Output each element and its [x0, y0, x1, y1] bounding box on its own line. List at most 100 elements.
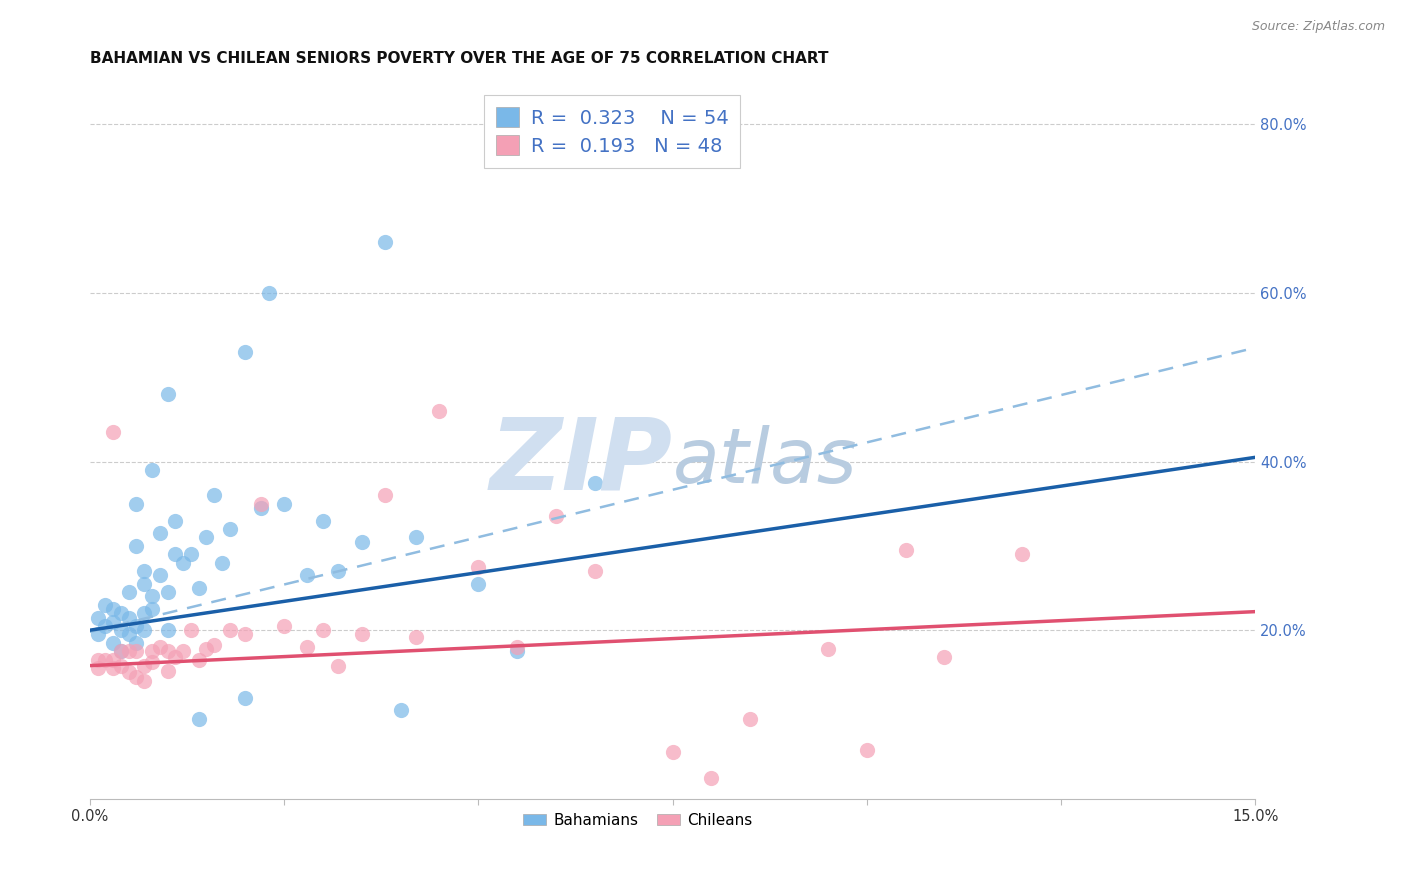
Point [312, 514, 335, 528]
Point [125, 619, 148, 633]
Point [233, 690, 256, 705]
Point [110, 623, 132, 637]
Point [467, 560, 489, 574]
Point [202, 639, 225, 653]
Point [273, 497, 295, 511]
Point [125, 497, 148, 511]
Point [187, 653, 209, 667]
Point [297, 640, 319, 654]
Point [187, 581, 209, 595]
Point [141, 463, 163, 477]
Point [101, 661, 124, 675]
Point [374, 488, 396, 502]
Point [583, 475, 606, 490]
Point [134, 658, 156, 673]
Point [249, 500, 271, 515]
Point [118, 627, 141, 641]
Point [118, 644, 141, 658]
Point [125, 669, 148, 683]
Point [101, 425, 124, 439]
Point [149, 568, 172, 582]
Point [700, 771, 723, 785]
Point [172, 644, 194, 658]
Point [583, 564, 606, 578]
Point [218, 623, 240, 637]
Point [233, 627, 256, 641]
Point [134, 577, 156, 591]
Point [134, 623, 156, 637]
Point [374, 235, 396, 250]
Point [86, 610, 108, 624]
Point [110, 607, 132, 621]
Point [350, 534, 373, 549]
Point [110, 644, 132, 658]
Point [405, 630, 427, 644]
Point [740, 712, 762, 726]
Point [156, 664, 179, 678]
Point [218, 522, 240, 536]
Point [202, 488, 225, 502]
Text: ZIP: ZIP [489, 414, 672, 510]
Legend: Bahamians, Chileans: Bahamians, Chileans [516, 807, 758, 834]
Point [110, 658, 132, 673]
Point [110, 644, 132, 658]
Point [134, 564, 156, 578]
Point [855, 743, 877, 757]
Point [149, 526, 172, 541]
Point [297, 568, 319, 582]
Point [156, 644, 179, 658]
Point [467, 577, 489, 591]
Point [257, 285, 280, 300]
Point [350, 627, 373, 641]
Text: BAHAMIAN VS CHILEAN SENIORS POVERTY OVER THE AGE OF 75 CORRELATION CHART: BAHAMIAN VS CHILEAN SENIORS POVERTY OVER… [90, 51, 828, 66]
Point [506, 640, 529, 654]
Point [165, 547, 187, 561]
Point [328, 658, 350, 673]
Point [233, 345, 256, 359]
Point [141, 655, 163, 669]
Point [249, 497, 271, 511]
Point [312, 623, 335, 637]
Point [118, 585, 141, 599]
Point [125, 539, 148, 553]
Point [172, 556, 194, 570]
Point [180, 623, 202, 637]
Point [101, 602, 124, 616]
Point [544, 509, 567, 524]
Point [141, 590, 163, 604]
Point [134, 607, 156, 621]
Point [125, 644, 148, 658]
Point [429, 404, 451, 418]
Point [118, 665, 141, 680]
Point [1011, 547, 1033, 561]
Point [273, 619, 295, 633]
Point [165, 514, 187, 528]
Point [661, 746, 683, 760]
Point [101, 615, 124, 629]
Point [506, 644, 529, 658]
Point [405, 531, 427, 545]
Point [894, 543, 917, 558]
Point [86, 661, 108, 675]
Point [180, 547, 202, 561]
Point [156, 623, 179, 637]
Point [817, 641, 839, 656]
Point [134, 673, 156, 688]
Point [101, 636, 124, 650]
Point [94, 598, 117, 612]
Point [389, 703, 412, 717]
Point [165, 650, 187, 665]
Point [94, 653, 117, 667]
Point [86, 627, 108, 641]
Point [125, 636, 148, 650]
Point [195, 531, 218, 545]
Point [141, 644, 163, 658]
Point [141, 602, 163, 616]
Point [156, 585, 179, 599]
Text: Source: ZipAtlas.com: Source: ZipAtlas.com [1251, 20, 1385, 33]
Point [211, 556, 233, 570]
Text: atlas: atlas [672, 425, 858, 499]
Point [934, 650, 956, 665]
Point [94, 619, 117, 633]
Point [195, 641, 218, 656]
